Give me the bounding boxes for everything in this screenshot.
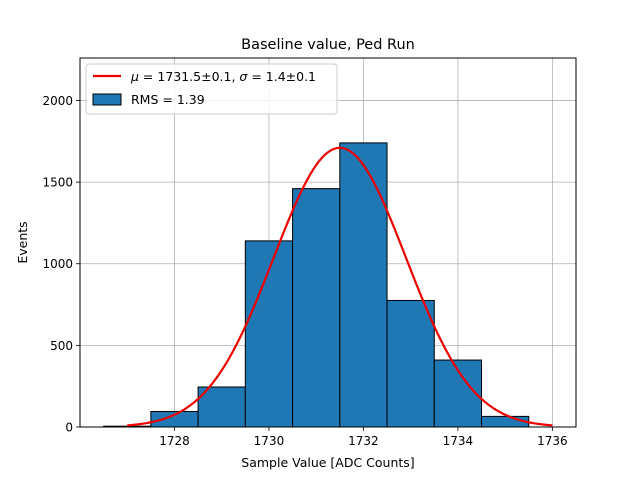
y-tick-label: 2000: [42, 94, 73, 108]
x-axis-ticks: 1728 1730 1732 1734 1736: [159, 427, 568, 448]
y-axis-ticks: 0 500 1000 1500 2000: [42, 94, 80, 435]
x-tick-label: 1734: [443, 434, 474, 448]
legend-hist-label: RMS = 1.39: [131, 92, 205, 107]
plot-frame: [79, 57, 577, 428]
histogram-bar: [386, 299, 435, 428]
legend-sigma-symbol: σ: [239, 69, 248, 84]
y-tick-label: 500: [50, 339, 73, 353]
y-axis-label: Events: [15, 221, 30, 263]
y-tick-label: 1500: [42, 176, 73, 190]
histogram-bar: [339, 142, 388, 428]
legend-box: [85, 63, 338, 115]
x-tick-label: 1732: [348, 434, 379, 448]
x-tick-label: 1736: [537, 434, 568, 448]
x-axis-label: Sample Value [ADC Counts]: [241, 455, 414, 470]
histogram-bar: [292, 188, 341, 428]
legend-mu-symbol: μ: [130, 69, 139, 84]
chart-title: Baseline value, Ped Run: [241, 37, 415, 53]
x-tick-label: 1728: [159, 434, 190, 448]
legend-mu-value: = 1731.5±0.1,: [139, 69, 239, 84]
gaussian-fit-curve: [127, 146, 553, 427]
legend-sigma-value: = 1.4±0.1: [247, 69, 316, 84]
y-tick-label: 0: [65, 421, 73, 435]
legend-fit-label: μ = 1731.5±0.1, σ = 1.4±0.1: [130, 69, 316, 84]
x-tick-label: 1730: [254, 434, 285, 448]
legend: μ = 1731.5±0.1, σ = 1.4±0.1 RMS = 1.39: [85, 63, 338, 115]
legend-hist-swatch: [92, 93, 122, 106]
y-tick-label: 1000: [42, 257, 73, 271]
